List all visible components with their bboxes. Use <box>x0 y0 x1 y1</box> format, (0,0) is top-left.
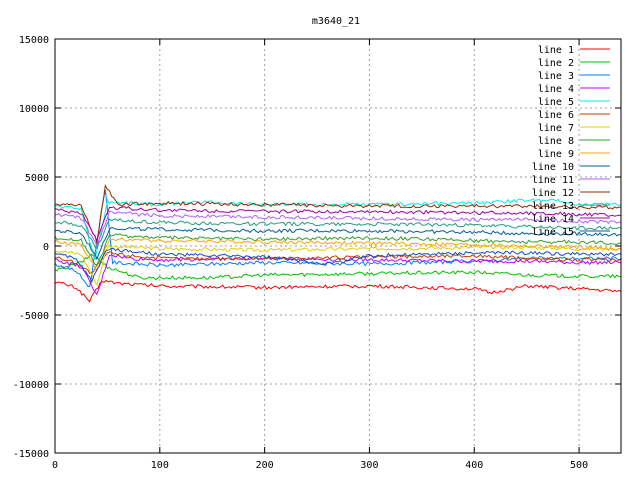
series-line-3 <box>54 189 622 288</box>
x-tick-label: 100 <box>151 460 169 471</box>
axis-ticks: 0 100 200 300 400 500 -15000 -10000 -5000 0 5000 10… <box>13 35 621 471</box>
x-tick-label: 200 <box>256 460 274 471</box>
series-line-12 <box>54 183 622 244</box>
series-line-4 <box>54 254 621 296</box>
series-line-2 <box>54 253 622 281</box>
series-line-9 <box>54 237 622 273</box>
y-tick-label: -15000 <box>13 449 49 460</box>
series-line-14 <box>54 206 622 242</box>
legend-label-15: line 15 <box>532 227 574 238</box>
legend-label-11: line 11 <box>532 175 574 186</box>
legend-label-10: line 10 <box>532 162 574 173</box>
y-tick-label: -5000 <box>19 311 49 322</box>
series-line-1 <box>54 279 622 303</box>
series-line-13 <box>54 217 622 250</box>
legend-label-3: line 3 <box>538 71 574 82</box>
series-line-8 <box>54 233 622 266</box>
legend-label-7: line 7 <box>538 123 574 134</box>
legend-label-14: line 14 <box>532 214 574 225</box>
legend: line 1 line 2 line 3 line 4 line 5 line 6 line… <box>532 45 610 238</box>
y-tick-label: 0 <box>43 242 49 253</box>
legend-label-1: line 1 <box>538 45 574 56</box>
legend-label-8: line 8 <box>538 136 574 147</box>
series-line-15 <box>54 247 622 284</box>
series-group <box>54 183 622 303</box>
chart-title: m3640_21 <box>312 16 360 27</box>
legend-label-13: line 13 <box>532 201 574 212</box>
series-line-10 <box>54 226 622 261</box>
series-line-6 <box>54 251 621 274</box>
series-line-11 <box>54 210 622 248</box>
y-tick-label: 15000 <box>19 35 49 46</box>
x-tick-label: 0 <box>52 460 58 471</box>
legend-label-9: line 9 <box>538 149 574 160</box>
x-tick-label: 400 <box>465 460 483 471</box>
series-line-5 <box>54 198 622 260</box>
legend-label-4: line 4 <box>538 84 574 95</box>
y-tick-label: 10000 <box>19 104 49 115</box>
legend-label-5: line 5 <box>538 97 574 108</box>
x-tick-label: 300 <box>360 460 378 471</box>
legend-label-2: line 2 <box>538 58 574 69</box>
legend-label-12: line 12 <box>532 188 574 199</box>
y-tick-label: 5000 <box>25 173 49 184</box>
y-tick-label: -10000 <box>13 380 49 391</box>
legend-label-6: line 6 <box>538 110 574 121</box>
x-tick-label: 500 <box>570 460 588 471</box>
